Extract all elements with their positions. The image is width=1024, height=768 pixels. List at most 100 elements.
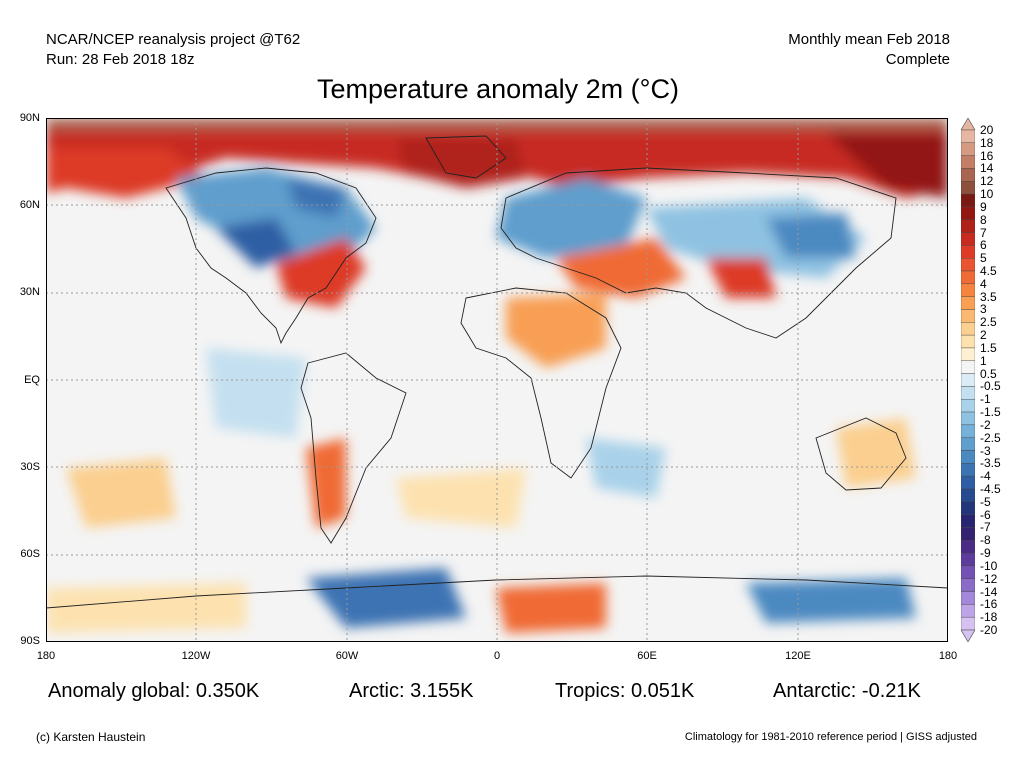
colorbar-swatch [961, 411, 975, 426]
colorbar-label: -16 [980, 597, 998, 612]
lat-label-30n: 30N [19, 286, 40, 298]
colorbar-label: -3 [980, 443, 991, 458]
greenland-outline [425, 135, 507, 179]
colorbar-label: -8 [980, 533, 991, 548]
colorbar-swatch [961, 309, 975, 323]
colorbar-swatch [961, 283, 975, 297]
header-right: Monthly mean Feb 2018 Complete [788, 30, 950, 70]
colorbar-swatch [961, 450, 975, 464]
colorbar-label: -20 [980, 623, 998, 637]
colorbar-swatch [961, 219, 975, 233]
colorbar-swatch [961, 501, 975, 515]
eurasia-outline [500, 167, 897, 339]
colorbar-swatch [961, 386, 975, 400]
colorbar-swatch [961, 360, 975, 374]
colorbar-label: 12 [980, 174, 994, 189]
colorbar-label: -4 [980, 469, 991, 484]
graticule [46, 118, 948, 642]
colorbar-label: 6 [980, 238, 987, 253]
colorbar-swatch [961, 616, 975, 631]
lon-label-60w: 60W [335, 650, 359, 662]
colorbar-label: 20 [980, 123, 994, 137]
colorbar-label: 3 [980, 302, 987, 317]
colorbar-swatch [961, 591, 975, 605]
colorbar-label: -5 [980, 494, 991, 509]
colorbar-label: -9 [980, 546, 991, 561]
colorbar-label: 4.5 [980, 264, 997, 279]
colorbar-label: 16 [980, 148, 994, 163]
colorbar-swatch [961, 129, 975, 144]
colorbar-label: 14 [980, 161, 994, 176]
colorbar-swatch [961, 552, 975, 567]
colorbar-label: -1.5 [980, 405, 1001, 420]
credit-label: (c) Karsten Haustein [36, 730, 146, 744]
colorbar-label: 2.5 [980, 315, 997, 330]
africa-outline [460, 287, 622, 479]
lat-label-90n: 90N [19, 112, 40, 124]
colorbar-label: -4.5 [980, 481, 1001, 496]
colorbar-label: -14 [980, 584, 998, 599]
antarctica-outline [46, 575, 948, 609]
colorbar-swatch [961, 322, 975, 336]
anomaly-map-svg [46, 118, 948, 642]
lon-label-180e: 180 [938, 650, 958, 662]
colorbar-swatch [961, 245, 975, 259]
colorbar-swatch [961, 232, 975, 246]
colorbar-swatch [961, 155, 975, 169]
global-anomaly: Anomaly global: 0.350K [48, 680, 260, 702]
colorbar-swatch [961, 488, 975, 502]
climatology-note: Climatology for 1981-2010 reference peri… [684, 731, 977, 743]
colorbar-label: 5 [980, 251, 987, 266]
colorbar-swatch [961, 270, 975, 285]
colorbar-label: 2 [980, 328, 987, 343]
status-label: Complete [885, 51, 950, 68]
lon-label-180w: 180 [36, 650, 56, 662]
colorbar-swatch [961, 527, 975, 541]
lat-label-eq: EQ [24, 374, 40, 386]
tropics-anomaly: Tropics: 0.051K [555, 680, 695, 702]
colorbar-label: 1.5 [980, 340, 997, 355]
colorbar-swatch [961, 142, 975, 156]
colorbar-swatch [961, 334, 975, 349]
map-title: Temperature anomaly 2m (°C) [317, 74, 679, 104]
continent-outlines [46, 135, 948, 609]
lon-label-0: 0 [493, 650, 501, 662]
colorbar-label: 7 [980, 225, 987, 240]
model-label: NCAR/NCEP reanalysis project @T62 [46, 31, 301, 48]
colorbar-swatch [961, 578, 975, 592]
run-label: Run: 28 Feb 2018 18z [46, 51, 195, 68]
colorbar-label: -6 [980, 507, 991, 522]
colorbar-label: -3.5 [980, 456, 1001, 471]
colorbar-swatch [961, 514, 975, 528]
colorbar-swatch [961, 373, 975, 387]
lat-label-60s: 60S [20, 548, 40, 560]
colorbar [961, 118, 975, 642]
colorbar-label: 3.5 [980, 289, 997, 304]
anomaly-field [46, 118, 948, 633]
colorbar-label: 18 [980, 135, 994, 150]
colorbar-label: -1 [980, 392, 991, 407]
colorbar-label: 9 [980, 199, 987, 214]
anomaly-map [46, 118, 948, 642]
header-left: NCAR/NCEP reanalysis project @T62 Run: 2… [46, 30, 300, 70]
period-label: Monthly mean Feb 2018 [788, 31, 950, 48]
map-frame [46, 118, 948, 642]
colorbar-swatch [961, 168, 975, 182]
lon-label-120e: 120E [785, 650, 811, 662]
colorbar-swatch [961, 437, 975, 451]
lon-label-60e: 60E [637, 650, 657, 662]
colorbar-label: 4 [980, 276, 987, 291]
colorbar-label: -12 [980, 571, 998, 586]
colorbar-swatch [961, 565, 975, 579]
colorbar-label: -2 [980, 417, 991, 432]
colorbar-min-arrow [961, 629, 975, 642]
colorbar-label: 1 [980, 353, 987, 368]
colorbar-swatch [961, 424, 975, 438]
colorbar-swatch [961, 206, 975, 220]
colorbar-swatch [961, 347, 975, 361]
colorbar-label: -10 [980, 558, 998, 573]
colorbar-swatch [961, 463, 975, 477]
colorbar-swatch [961, 604, 975, 618]
colorbar-label: -0.5 [980, 379, 1001, 394]
colorbar-swatch [961, 296, 975, 310]
